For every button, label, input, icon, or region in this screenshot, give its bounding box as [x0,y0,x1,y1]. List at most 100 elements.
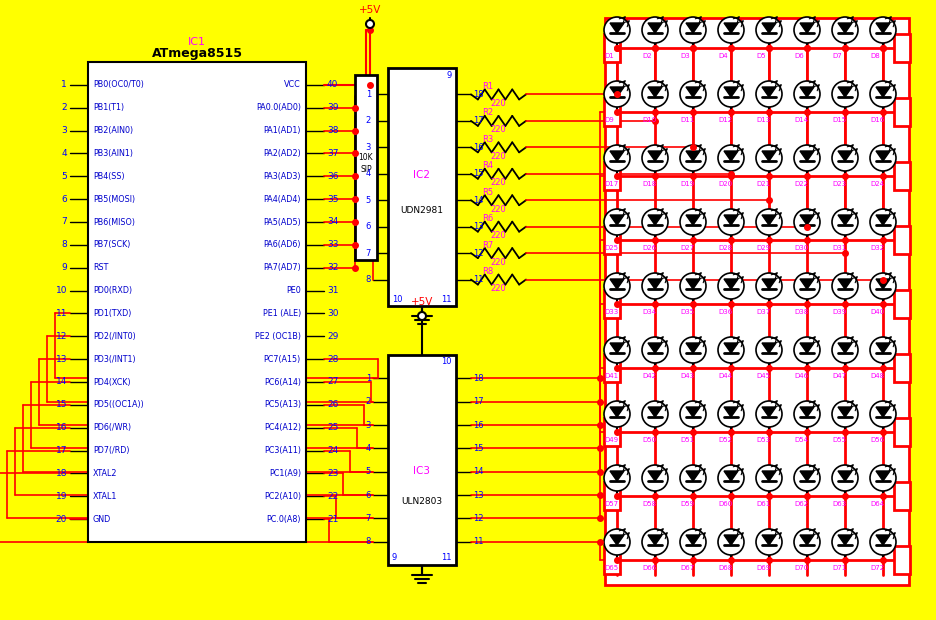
Polygon shape [837,279,851,289]
Text: 2: 2 [365,117,371,125]
Bar [893,226,909,254]
Circle shape [831,17,857,43]
Circle shape [869,145,895,171]
Polygon shape [609,87,623,97]
Text: 19: 19 [55,492,67,501]
Text: D21: D21 [755,181,769,187]
Text: D66: D66 [641,565,655,571]
Text: 10: 10 [441,358,451,366]
Polygon shape [761,215,775,225]
Polygon shape [837,215,851,225]
Text: D28: D28 [717,245,731,251]
Circle shape [641,401,667,427]
Bar [604,162,620,190]
Text: 18: 18 [473,374,483,383]
Text: PA6(AD6): PA6(AD6) [263,241,300,249]
Bar [645,19,664,33]
Text: PB4(SS): PB4(SS) [93,172,124,181]
Text: D60: D60 [717,501,731,507]
Polygon shape [685,151,699,161]
Text: D48: D48 [869,373,884,379]
Bar [88,62,306,542]
Text: PA3(AD3): PA3(AD3) [263,172,300,181]
Text: D37: D37 [755,309,769,315]
Bar [388,355,456,565]
Circle shape [793,337,819,363]
Text: 5: 5 [365,467,371,476]
Circle shape [755,209,782,235]
Circle shape [869,17,895,43]
Text: D10: D10 [641,117,655,123]
Text: 10K: 10K [358,153,373,162]
Text: PE1 (ALE): PE1 (ALE) [262,309,300,318]
Bar [604,226,620,254]
Circle shape [717,17,743,43]
Text: PC1(A9): PC1(A9) [269,469,300,478]
Text: D16: D16 [869,117,884,123]
Text: D17: D17 [604,181,618,187]
Text: PD1(TXD): PD1(TXD) [93,309,131,318]
Polygon shape [799,471,813,481]
Text: ATmega8515: ATmega8515 [152,48,242,61]
Text: 5: 5 [61,172,67,181]
Circle shape [641,465,667,491]
Text: D71: D71 [831,565,845,571]
Polygon shape [799,215,813,225]
Text: 9: 9 [446,71,451,79]
Bar [893,418,909,446]
Text: 13: 13 [473,490,483,500]
Text: 220: 220 [490,284,505,293]
Text: 15: 15 [473,444,483,453]
Polygon shape [875,343,889,353]
Text: 220: 220 [490,125,505,135]
Polygon shape [761,407,775,417]
Polygon shape [609,215,623,225]
Text: 220: 220 [490,258,505,267]
Text: 11: 11 [441,294,451,304]
Text: 40: 40 [327,81,338,89]
Polygon shape [648,87,662,97]
Text: D47: D47 [831,373,845,379]
Circle shape [717,145,743,171]
Polygon shape [648,215,662,225]
Text: 26: 26 [327,401,338,409]
Text: PC.0(A8): PC.0(A8) [266,515,300,524]
Circle shape [604,209,629,235]
Text: 11: 11 [55,309,67,318]
Polygon shape [799,279,813,289]
Text: D72: D72 [869,565,884,571]
Bar [893,34,909,62]
Text: 28: 28 [327,355,338,364]
Text: 21: 21 [327,515,338,524]
Polygon shape [648,23,662,33]
Polygon shape [724,279,738,289]
Text: D42: D42 [641,373,655,379]
Text: D18: D18 [641,181,655,187]
Text: ULN2803: ULN2803 [401,497,442,507]
Bar [722,19,739,33]
Polygon shape [875,87,889,97]
Text: PD3(/INT1): PD3(/INT1) [93,355,136,364]
Text: D2: D2 [641,53,651,59]
Circle shape [831,401,857,427]
Text: D31: D31 [831,245,845,251]
Circle shape [717,529,743,555]
Text: PD7(/RD): PD7(/RD) [93,446,129,455]
Text: PD4(XCK): PD4(XCK) [93,378,130,386]
Bar [893,98,909,126]
Circle shape [717,337,743,363]
Text: D6: D6 [793,53,803,59]
Text: 16: 16 [473,143,483,152]
Polygon shape [724,471,738,481]
Text: 6: 6 [365,490,371,500]
Text: D36: D36 [717,309,731,315]
Text: D20: D20 [717,181,731,187]
Bar [893,546,909,574]
Text: PB7(SCK): PB7(SCK) [93,241,130,249]
Polygon shape [724,215,738,225]
Text: 39: 39 [327,103,338,112]
Circle shape [641,17,667,43]
Text: D26: D26 [641,245,655,251]
Text: 20: 20 [55,515,67,524]
Circle shape [869,81,895,107]
